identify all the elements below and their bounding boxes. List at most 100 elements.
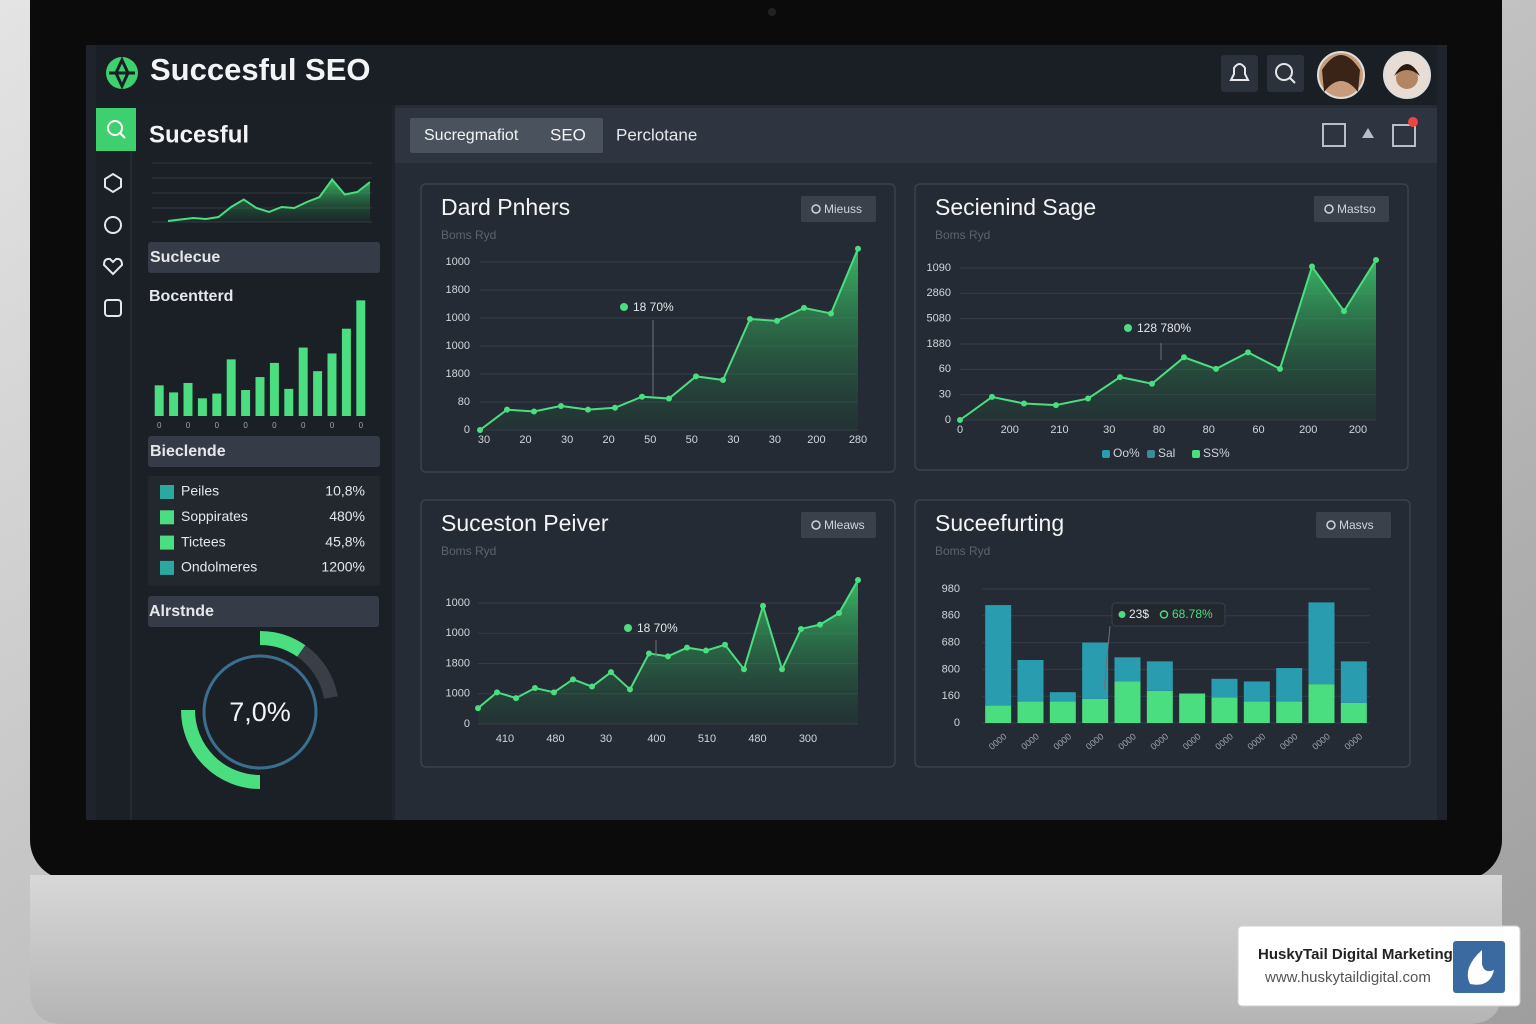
point (558, 402, 564, 409)
bar-segment (1243, 701, 1270, 723)
y-tick-label: 860 (942, 610, 960, 622)
notification-button[interactable] (1221, 55, 1258, 92)
tab[interactable]: Sucregmafiot (424, 127, 519, 144)
badge-logo-mark (1467, 950, 1494, 985)
point (836, 610, 842, 617)
legend-swatch (160, 535, 174, 550)
annotation-dot (1159, 610, 1169, 619)
bar-segment (985, 605, 1012, 706)
nav-icon[interactable] (104, 216, 122, 234)
point (1085, 395, 1091, 402)
x-tick-label: 30 (727, 434, 739, 446)
legend-swatch (160, 510, 174, 525)
point (798, 625, 804, 632)
bar-segment (1179, 693, 1206, 723)
badge-url: www.huskytaildigital.com (1264, 969, 1431, 986)
y-tick-label: 60 (939, 363, 951, 375)
panel-button[interactable] (801, 512, 876, 538)
area (960, 259, 1376, 420)
bar (183, 382, 193, 416)
search-icon (1275, 63, 1293, 81)
button-icon (1326, 520, 1336, 530)
point (741, 666, 747, 673)
section-label: Suclecue (150, 249, 220, 266)
point (957, 417, 963, 423)
bar-segment (1017, 701, 1044, 723)
bar (269, 362, 279, 416)
legend-swatch (1147, 450, 1155, 458)
bar-segment (1340, 702, 1367, 723)
point (513, 695, 519, 702)
x-tick-label: 410 (496, 733, 514, 745)
legend-label: Soppirates (181, 508, 248, 524)
point (627, 686, 633, 693)
nav-icon[interactable] (104, 299, 122, 317)
active-tab[interactable] (410, 118, 603, 153)
bar-segment (1340, 661, 1367, 703)
legend-swatch (160, 560, 174, 575)
y-tick-label: 1000 (446, 256, 470, 268)
line (959, 259, 1377, 421)
toolbar-icon[interactable] (1322, 123, 1346, 147)
x-tick-label: 200 (1001, 424, 1019, 436)
badge (1237, 925, 1521, 1007)
nav-icon[interactable] (102, 257, 124, 276)
point (684, 644, 690, 651)
panel-button[interactable] (1316, 512, 1391, 538)
panel-button[interactable] (1314, 196, 1389, 222)
legend-list (148, 476, 380, 586)
y-tick-label: 5080 (927, 313, 951, 325)
point (589, 683, 595, 690)
y-tick-label: 0 (954, 717, 960, 729)
point (570, 676, 576, 683)
point (855, 245, 861, 252)
bar-segment (1017, 660, 1044, 702)
header-bar (96, 45, 1437, 105)
bar-segment (1082, 642, 1109, 699)
annotation: 128 780% (1137, 321, 1191, 335)
bar-segment (1276, 668, 1303, 702)
bar-segment (1211, 697, 1238, 723)
search-nav[interactable] (96, 108, 136, 151)
nav-icon[interactable] (104, 172, 122, 194)
point (639, 393, 645, 400)
sidebar-title: Sucesful (149, 121, 249, 148)
x-tick-label: 0 (359, 421, 364, 430)
annotation-dot (1118, 611, 1126, 618)
avatar-hair (1394, 64, 1420, 76)
point (531, 408, 537, 415)
point (1213, 365, 1219, 372)
tab[interactable]: Perclotane (616, 125, 697, 144)
point (477, 427, 483, 433)
point (1341, 308, 1347, 315)
panel-title: Suceefurting (935, 510, 1064, 536)
toolbar-icon[interactable] (1392, 124, 1416, 147)
legend-label: Tictees (181, 533, 226, 549)
bar (226, 359, 236, 416)
button-label: Mieuss (824, 202, 862, 216)
point (551, 689, 557, 696)
section-label: Bieclende (150, 443, 226, 460)
bar-segment (1114, 657, 1141, 682)
x-tick-label: 200 (1299, 424, 1317, 436)
x-tick-label: 30 (600, 733, 612, 745)
line (167, 177, 371, 222)
tab[interactable]: SEO (550, 125, 586, 144)
panel-title: Suceston Peiver (441, 510, 609, 536)
x-tick-label: 20 (519, 434, 531, 446)
section-header (148, 242, 380, 273)
x-tick-label: 30 (561, 434, 573, 446)
bar-segment (1308, 684, 1335, 723)
legend-label: SS% (1203, 446, 1230, 460)
legend-value: 10,8% (325, 483, 365, 499)
panel-subtitle: Boms Ryd (441, 228, 496, 242)
bar (327, 353, 337, 416)
legend-value: 480% (329, 508, 365, 524)
y-tick-label: 1880 (927, 338, 951, 350)
panel-title: Secienind Sage (935, 194, 1096, 220)
point (1117, 374, 1123, 381)
toolbar-icon[interactable] (1362, 128, 1374, 138)
search-button[interactable] (1267, 55, 1304, 92)
panel-button[interactable] (801, 196, 876, 222)
